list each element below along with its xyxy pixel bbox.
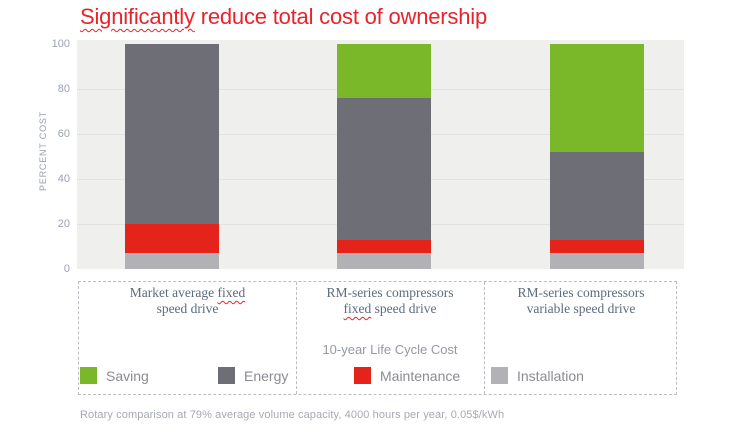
footnote-text: Rotary comparison at 79% average volume … [80,409,505,421]
bar-segment-maintenance [125,224,219,254]
category-text: speed drive [156,301,219,316]
legend-item-saving: Saving [80,367,149,384]
stacked-bar [125,44,219,269]
bar-segment-installation [125,253,219,269]
maintenance-swatch-icon [354,367,371,384]
plot-area [77,40,684,269]
category-label-line: RM-series compressors [484,285,678,301]
category-squiggled-word: fixed [343,301,372,316]
category-text: Market average [129,285,218,300]
bar-segment-energy [550,152,644,240]
stacked-bar [337,44,431,269]
category-label-line: speed drive [79,301,296,317]
bar-segment-maintenance [550,239,644,254]
title-squiggled-word: Significantly [80,4,195,29]
title-rest: reduce total cost of ownership [194,4,487,29]
category-label-line: RM-series compressors [296,285,484,301]
legend-label: Installation [517,367,584,384]
category-text: variable speed drive [526,301,636,316]
category-label-line: fixed speed drive [296,301,484,317]
y-tick-label: 100 [51,38,70,50]
bar-segment-maintenance [337,239,431,254]
y-tick-label: 40 [57,173,70,185]
energy-swatch-icon [218,367,235,384]
y-tick-label: 80 [57,83,70,95]
saving-swatch-icon [80,367,97,384]
legend-item-installation: Installation [491,367,584,384]
category-text: RM-series compressors [517,285,645,300]
legend-item-maintenance: Maintenance [354,367,460,384]
column-divider [296,282,297,394]
legend-label: Maintenance [380,367,461,384]
category-label-3: RM-series compressors variable speed dri… [484,285,678,317]
category-legend-table: Market average fixed speed drive RM-seri… [78,281,677,395]
bar-segment-energy [337,98,431,240]
legend-item-energy: Energy [218,367,288,384]
category-squiggled-word: fixed [217,285,246,300]
installation-swatch-icon [491,367,508,384]
category-label-line: Market average fixed [79,285,296,301]
bar-segment-saving [337,44,431,98]
category-text: speed drive [371,301,437,316]
legend-label: Energy [244,367,289,384]
y-tick-label: 0 [63,263,70,275]
stacked-bar [550,44,644,269]
bar-segment-saving [550,44,644,152]
bar-segment-energy [125,44,219,224]
legend-label: Saving [106,367,149,384]
category-label-line: variable speed drive [484,301,678,317]
category-label-1: Market average fixed speed drive [79,285,296,317]
category-label-2: RM-series compressors fixed speed drive [296,285,484,317]
column-divider [484,282,485,394]
y-tick-label: 20 [57,218,70,230]
chart-title: Significantly reduce total cost of owner… [80,4,487,30]
bar-segment-installation [337,253,431,269]
y-tick-label: 60 [57,128,70,140]
category-text: RM-series compressors [326,285,454,300]
bar-segment-installation [550,253,644,269]
lifecycle-cost-caption: 10-year Life Cycle Cost [322,342,458,357]
